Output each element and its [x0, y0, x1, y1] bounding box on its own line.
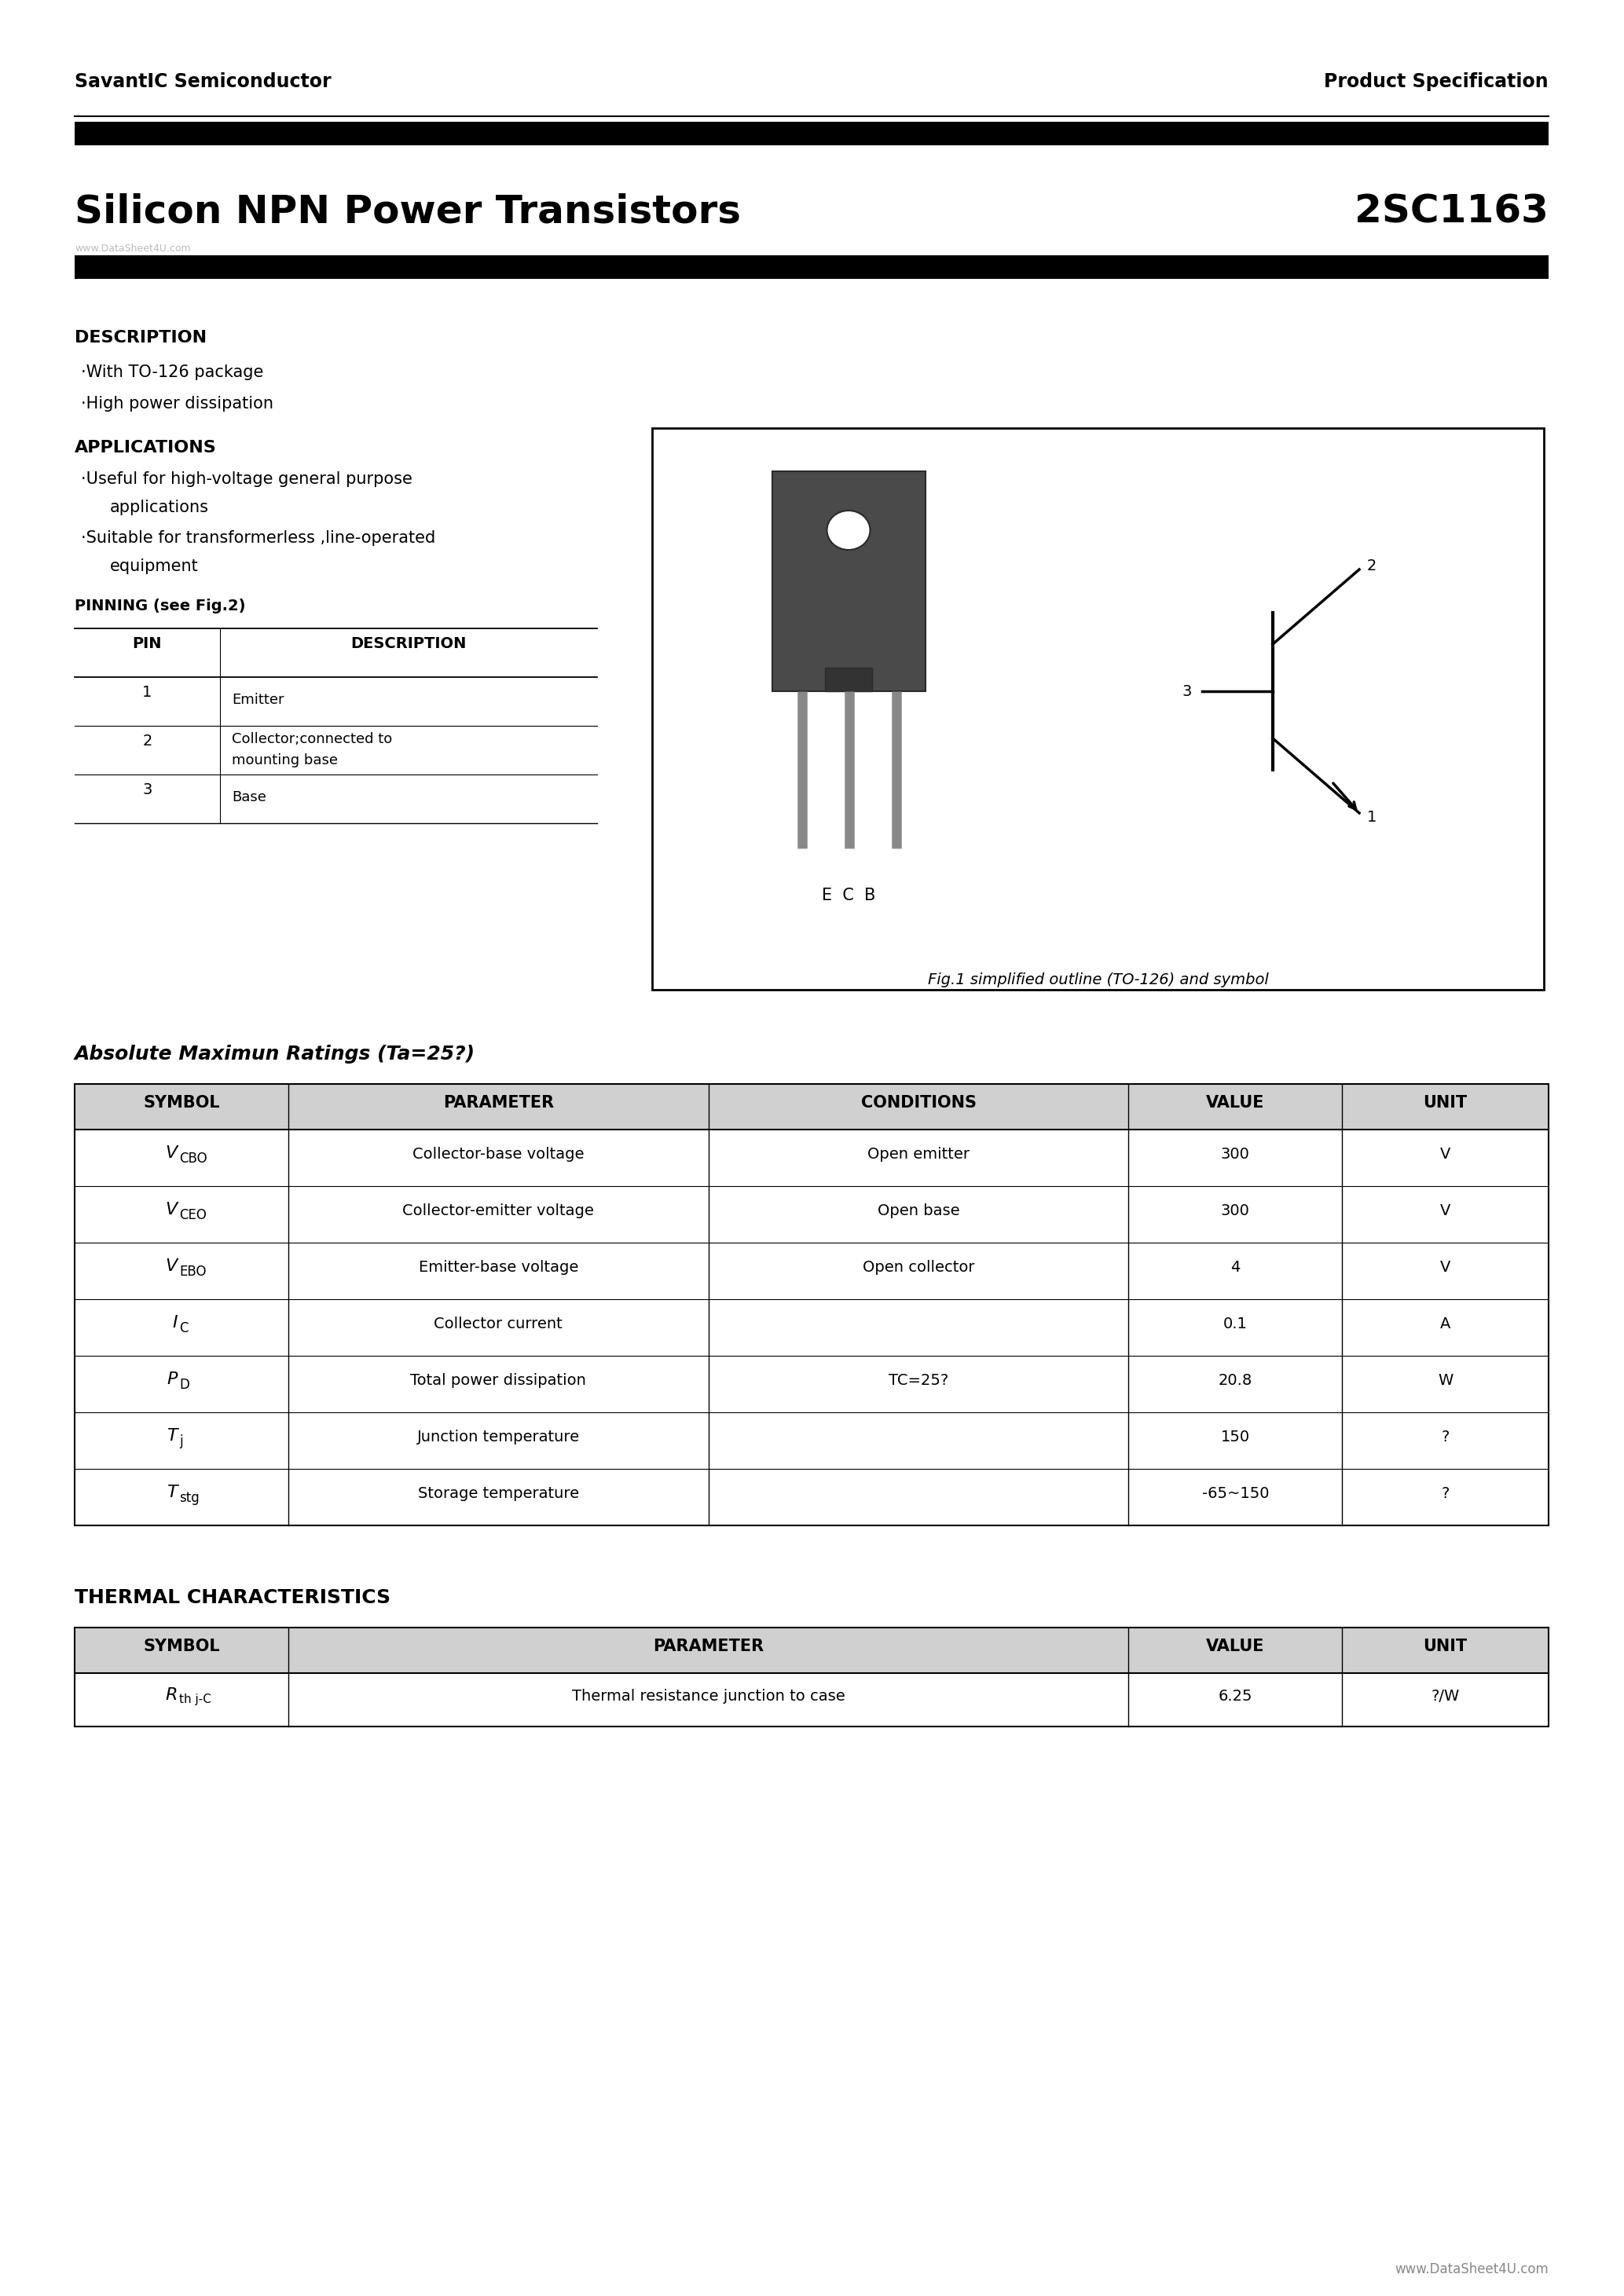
Text: -65~150: -65~150 — [1202, 1486, 1268, 1502]
Text: Junction temperature: Junction temperature — [417, 1430, 580, 1444]
Text: VALUE: VALUE — [1207, 1095, 1265, 1111]
Text: stg: stg — [179, 1490, 200, 1504]
Text: www.DataSheet4U.com: www.DataSheet4U.com — [1395, 2262, 1549, 2275]
Text: Open collector: Open collector — [862, 1261, 974, 1274]
Text: Fig.1 simplified outline (TO-126) and symbol: Fig.1 simplified outline (TO-126) and sy… — [927, 974, 1268, 987]
Text: 20.8: 20.8 — [1218, 1373, 1252, 1389]
Text: j: j — [179, 1435, 184, 1449]
Text: Storage temperature: Storage temperature — [417, 1486, 580, 1502]
Text: 300: 300 — [1221, 1203, 1250, 1219]
Text: ·With TO-126 package: ·With TO-126 package — [81, 365, 263, 381]
Text: TC=25?: TC=25? — [888, 1373, 948, 1389]
Text: ?: ? — [1442, 1486, 1450, 1502]
Text: W: W — [1437, 1373, 1453, 1389]
Text: www.DataSheet4U.com: www.DataSheet4U.com — [75, 243, 190, 255]
Text: E  C  B: E C B — [822, 889, 875, 902]
Text: CONDITIONS: CONDITIONS — [861, 1095, 976, 1111]
Text: Thermal resistance junction to case: Thermal resistance junction to case — [572, 1690, 844, 1704]
Text: T: T — [167, 1486, 177, 1499]
Bar — [75, 255, 1549, 278]
Text: 1: 1 — [1367, 810, 1377, 824]
Text: 2: 2 — [1367, 558, 1377, 574]
Text: I: I — [172, 1316, 177, 1332]
Text: PINNING (see Fig.2): PINNING (see Fig.2) — [75, 599, 245, 613]
Bar — [825, 668, 872, 691]
Text: V: V — [166, 1201, 177, 1217]
Text: ?/W: ?/W — [1431, 1690, 1460, 1704]
Text: 1: 1 — [143, 684, 153, 700]
Text: T: T — [167, 1428, 177, 1444]
Text: Collector-emitter voltage: Collector-emitter voltage — [403, 1203, 594, 1219]
Text: V: V — [166, 1146, 177, 1162]
Bar — [75, 1084, 1549, 1130]
Text: P: P — [167, 1371, 177, 1387]
Bar — [773, 471, 926, 691]
Text: A: A — [1440, 1316, 1450, 1332]
Text: THERMAL CHARACTERISTICS: THERMAL CHARACTERISTICS — [75, 1589, 391, 1607]
Text: CEO: CEO — [179, 1208, 206, 1221]
Text: Product Specification: Product Specification — [1324, 71, 1549, 92]
Text: PARAMETER: PARAMETER — [653, 1639, 763, 1653]
Text: Total power dissipation: Total power dissipation — [411, 1373, 586, 1389]
Text: V: V — [166, 1258, 177, 1274]
Text: 3: 3 — [1182, 684, 1192, 698]
Text: 4: 4 — [1231, 1261, 1241, 1274]
Text: Base: Base — [232, 790, 266, 804]
Text: 150: 150 — [1221, 1430, 1250, 1444]
Bar — [653, 427, 1544, 990]
Text: DESCRIPTION: DESCRIPTION — [75, 331, 206, 347]
Text: VALUE: VALUE — [1207, 1639, 1265, 1653]
Text: Collector-base voltage: Collector-base voltage — [412, 1146, 585, 1162]
Text: 300: 300 — [1221, 1146, 1250, 1162]
Text: Emitter-base voltage: Emitter-base voltage — [419, 1261, 578, 1274]
Text: SYMBOL: SYMBOL — [143, 1095, 219, 1111]
Text: PIN: PIN — [133, 636, 162, 652]
Text: ·Useful for high-voltage general purpose: ·Useful for high-voltage general purpose — [81, 471, 412, 487]
Text: CBO: CBO — [179, 1153, 208, 1166]
Bar — [75, 122, 1549, 145]
Text: 3: 3 — [143, 783, 153, 797]
Bar — [75, 1628, 1549, 1674]
Text: equipment: equipment — [110, 558, 198, 574]
Text: 0.1: 0.1 — [1223, 1316, 1247, 1332]
Text: R: R — [166, 1688, 177, 1704]
Text: ·High power dissipation: ·High power dissipation — [81, 395, 273, 411]
Text: UNIT: UNIT — [1423, 1639, 1468, 1653]
Text: mounting base: mounting base — [232, 753, 338, 767]
Text: SavantIC Semiconductor: SavantIC Semiconductor — [75, 71, 331, 92]
Text: UNIT: UNIT — [1423, 1095, 1468, 1111]
Text: D: D — [179, 1378, 190, 1391]
Text: Absolute Maximun Ratings (Ta=25?): Absolute Maximun Ratings (Ta=25?) — [75, 1045, 476, 1063]
Text: PARAMETER: PARAMETER — [443, 1095, 554, 1111]
Text: Silicon NPN Power Transistors: Silicon NPN Power Transistors — [75, 193, 741, 230]
Text: ·Suitable for transformerless ,line-operated: ·Suitable for transformerless ,line-oper… — [81, 530, 435, 546]
Text: C: C — [179, 1320, 188, 1336]
Text: EBO: EBO — [179, 1265, 206, 1279]
Text: ?: ? — [1442, 1430, 1450, 1444]
Text: APPLICATIONS: APPLICATIONS — [75, 441, 216, 455]
Bar — [75, 1084, 1549, 1525]
Text: 2SC1163: 2SC1163 — [1354, 193, 1549, 230]
Text: Open emitter: Open emitter — [867, 1146, 970, 1162]
Text: DESCRIPTION: DESCRIPTION — [351, 636, 466, 652]
Bar — [75, 1628, 1549, 1727]
Text: V: V — [1440, 1146, 1450, 1162]
Text: 6.25: 6.25 — [1218, 1690, 1252, 1704]
Text: SYMBOL: SYMBOL — [143, 1639, 219, 1653]
Ellipse shape — [827, 510, 870, 549]
Text: applications: applications — [110, 501, 209, 514]
Text: V: V — [1440, 1261, 1450, 1274]
Text: 2: 2 — [143, 735, 153, 748]
Text: Collector current: Collector current — [434, 1316, 564, 1332]
Text: th j-C: th j-C — [179, 1694, 211, 1706]
Text: V: V — [1440, 1203, 1450, 1219]
Text: Collector;connected to: Collector;connected to — [232, 732, 393, 746]
Text: Open base: Open base — [877, 1203, 960, 1219]
Text: Emitter: Emitter — [232, 693, 284, 707]
